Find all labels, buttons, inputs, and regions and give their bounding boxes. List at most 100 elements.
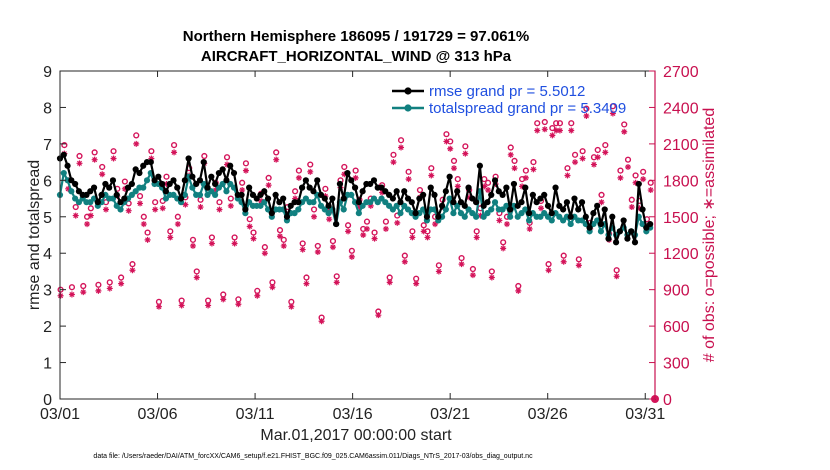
- rmse-point: [299, 184, 306, 191]
- obs-assimilated-marker: [628, 204, 635, 211]
- y-right-tick-label: 1500: [663, 210, 699, 227]
- obs-possible-marker: [223, 154, 231, 161]
- obs-assimilated-marker: [193, 274, 200, 281]
- rmse-point: [64, 162, 71, 169]
- obs-possible-marker: [133, 132, 140, 139]
- obs-assimilated-marker: [401, 258, 408, 265]
- obs-assimilated-marker: [311, 213, 318, 220]
- obs-assimilated-marker: [572, 159, 579, 166]
- obs-possible-marker: [121, 178, 128, 185]
- obs-assimilated-marker: [95, 287, 102, 294]
- obs-possible-marker: [473, 228, 480, 235]
- obs-possible-marker: [295, 167, 303, 174]
- obs-assimilated-marker: [148, 155, 155, 162]
- obs-possible-marker: [106, 279, 113, 286]
- obs-possible-marker: [534, 120, 541, 127]
- obs-assimilated-marker: [553, 127, 560, 134]
- obs-assimilated-marker: [367, 202, 374, 209]
- totalspread-point: [211, 191, 219, 199]
- obs-possible-marker: [95, 281, 102, 288]
- obs-assimilated-marker: [583, 112, 590, 119]
- rmse-point: [605, 235, 612, 242]
- obs-assimilated-marker: [216, 206, 223, 213]
- rmse-point: [204, 184, 211, 191]
- obs-assimilated-marker: [205, 302, 212, 309]
- obs-possible-marker: [174, 213, 181, 220]
- totalspread-point: [491, 199, 499, 206]
- obs-possible-marker: [348, 247, 355, 254]
- obs-assimilated-marker: [137, 200, 144, 207]
- y-left-tick-label: 0: [43, 392, 52, 409]
- obs-assimilated-marker: [636, 205, 643, 212]
- rmse-point: [310, 188, 317, 195]
- obs-possible-marker: [371, 229, 378, 236]
- obs-assimilated-marker: [258, 197, 265, 204]
- obs-assimilated-marker: [443, 138, 450, 145]
- obs-assimilated-marker: [265, 182, 272, 189]
- rmse-point: [211, 180, 219, 188]
- x-axis-label: Mar.01,2017 00:00:00 start: [260, 427, 452, 444]
- obs-possible-marker: [344, 222, 352, 229]
- totalspread-point: [140, 184, 147, 191]
- totalspread-point: [473, 213, 480, 220]
- rmse-point: [450, 199, 457, 206]
- obs-assimilated-marker: [72, 212, 79, 219]
- totalspread-point: [597, 228, 605, 235]
- y-left-tick-label: 4: [43, 246, 52, 263]
- rmse-point: [242, 206, 249, 213]
- x-tick-label: 03/11: [236, 406, 275, 423]
- obs-possible-marker: [144, 229, 151, 236]
- rmse-point: [90, 184, 98, 191]
- rmse-series: [56, 151, 654, 246]
- obs-assimilated-marker: [522, 174, 529, 181]
- obs-assimilated-marker: [466, 194, 473, 201]
- obs-possible-marker: [594, 146, 601, 154]
- obs-possible-marker: [583, 105, 590, 112]
- obs-possible-marker: [621, 121, 628, 128]
- obs-possible-marker: [129, 261, 136, 268]
- obs-possible-marker: [87, 205, 94, 212]
- y-axis-left-label: rmse and totalspread: [26, 160, 43, 310]
- obs-assimilated-series: [57, 110, 659, 403]
- obs-possible-marker: [579, 148, 586, 155]
- obs-possible-marker: [530, 159, 537, 166]
- rmse-point: [295, 199, 302, 206]
- y-axis-right-label: # of obs: o=possible; ∗=assimilated: [701, 108, 718, 362]
- rmse-point: [98, 191, 105, 199]
- obs-assimilated-marker: [485, 187, 492, 194]
- obs-assimilated-marker: [477, 212, 484, 219]
- obs-assimilated-marker: [333, 279, 340, 286]
- obs-possible-marker: [617, 167, 624, 174]
- obs-possible-marker: [239, 179, 246, 186]
- rmse-point: [261, 188, 268, 195]
- rmse-point: [612, 239, 620, 246]
- obs-possible-marker: [484, 179, 492, 186]
- obs-possible-marker: [397, 137, 405, 144]
- obs-possible-marker: [454, 176, 461, 183]
- obs-assimilated-marker: [458, 261, 465, 268]
- rmse-point: [321, 195, 328, 202]
- totalspread-point: [548, 217, 555, 224]
- obs-assimilated-marker: [167, 234, 174, 241]
- obs-assimilated-marker: [556, 127, 563, 134]
- rmse-point: [525, 210, 533, 217]
- obs-assimilated-marker: [140, 221, 147, 228]
- y-left-tick-label: 3: [43, 283, 52, 300]
- rmse-point: [329, 195, 336, 202]
- rmse-point: [147, 159, 154, 166]
- rmse-point: [594, 202, 601, 209]
- obs-possible-marker: [571, 151, 579, 158]
- obs-assimilated-marker: [250, 235, 257, 242]
- obs-assimilated-marker: [91, 156, 98, 163]
- obs-assimilated-marker: [621, 128, 628, 135]
- obs-assimilated-marker: [428, 172, 435, 179]
- rmse-point: [484, 199, 491, 206]
- x-tick-label: 03/16: [333, 406, 373, 423]
- obs-possible-marker: [163, 173, 170, 180]
- rmse-point: [351, 184, 359, 191]
- obs-assimilated-marker: [87, 212, 94, 219]
- rmse-point: [510, 180, 518, 188]
- rmse-point: [185, 155, 192, 162]
- obs-assimilated-marker: [515, 287, 522, 294]
- obs-possible-marker: [640, 168, 647, 175]
